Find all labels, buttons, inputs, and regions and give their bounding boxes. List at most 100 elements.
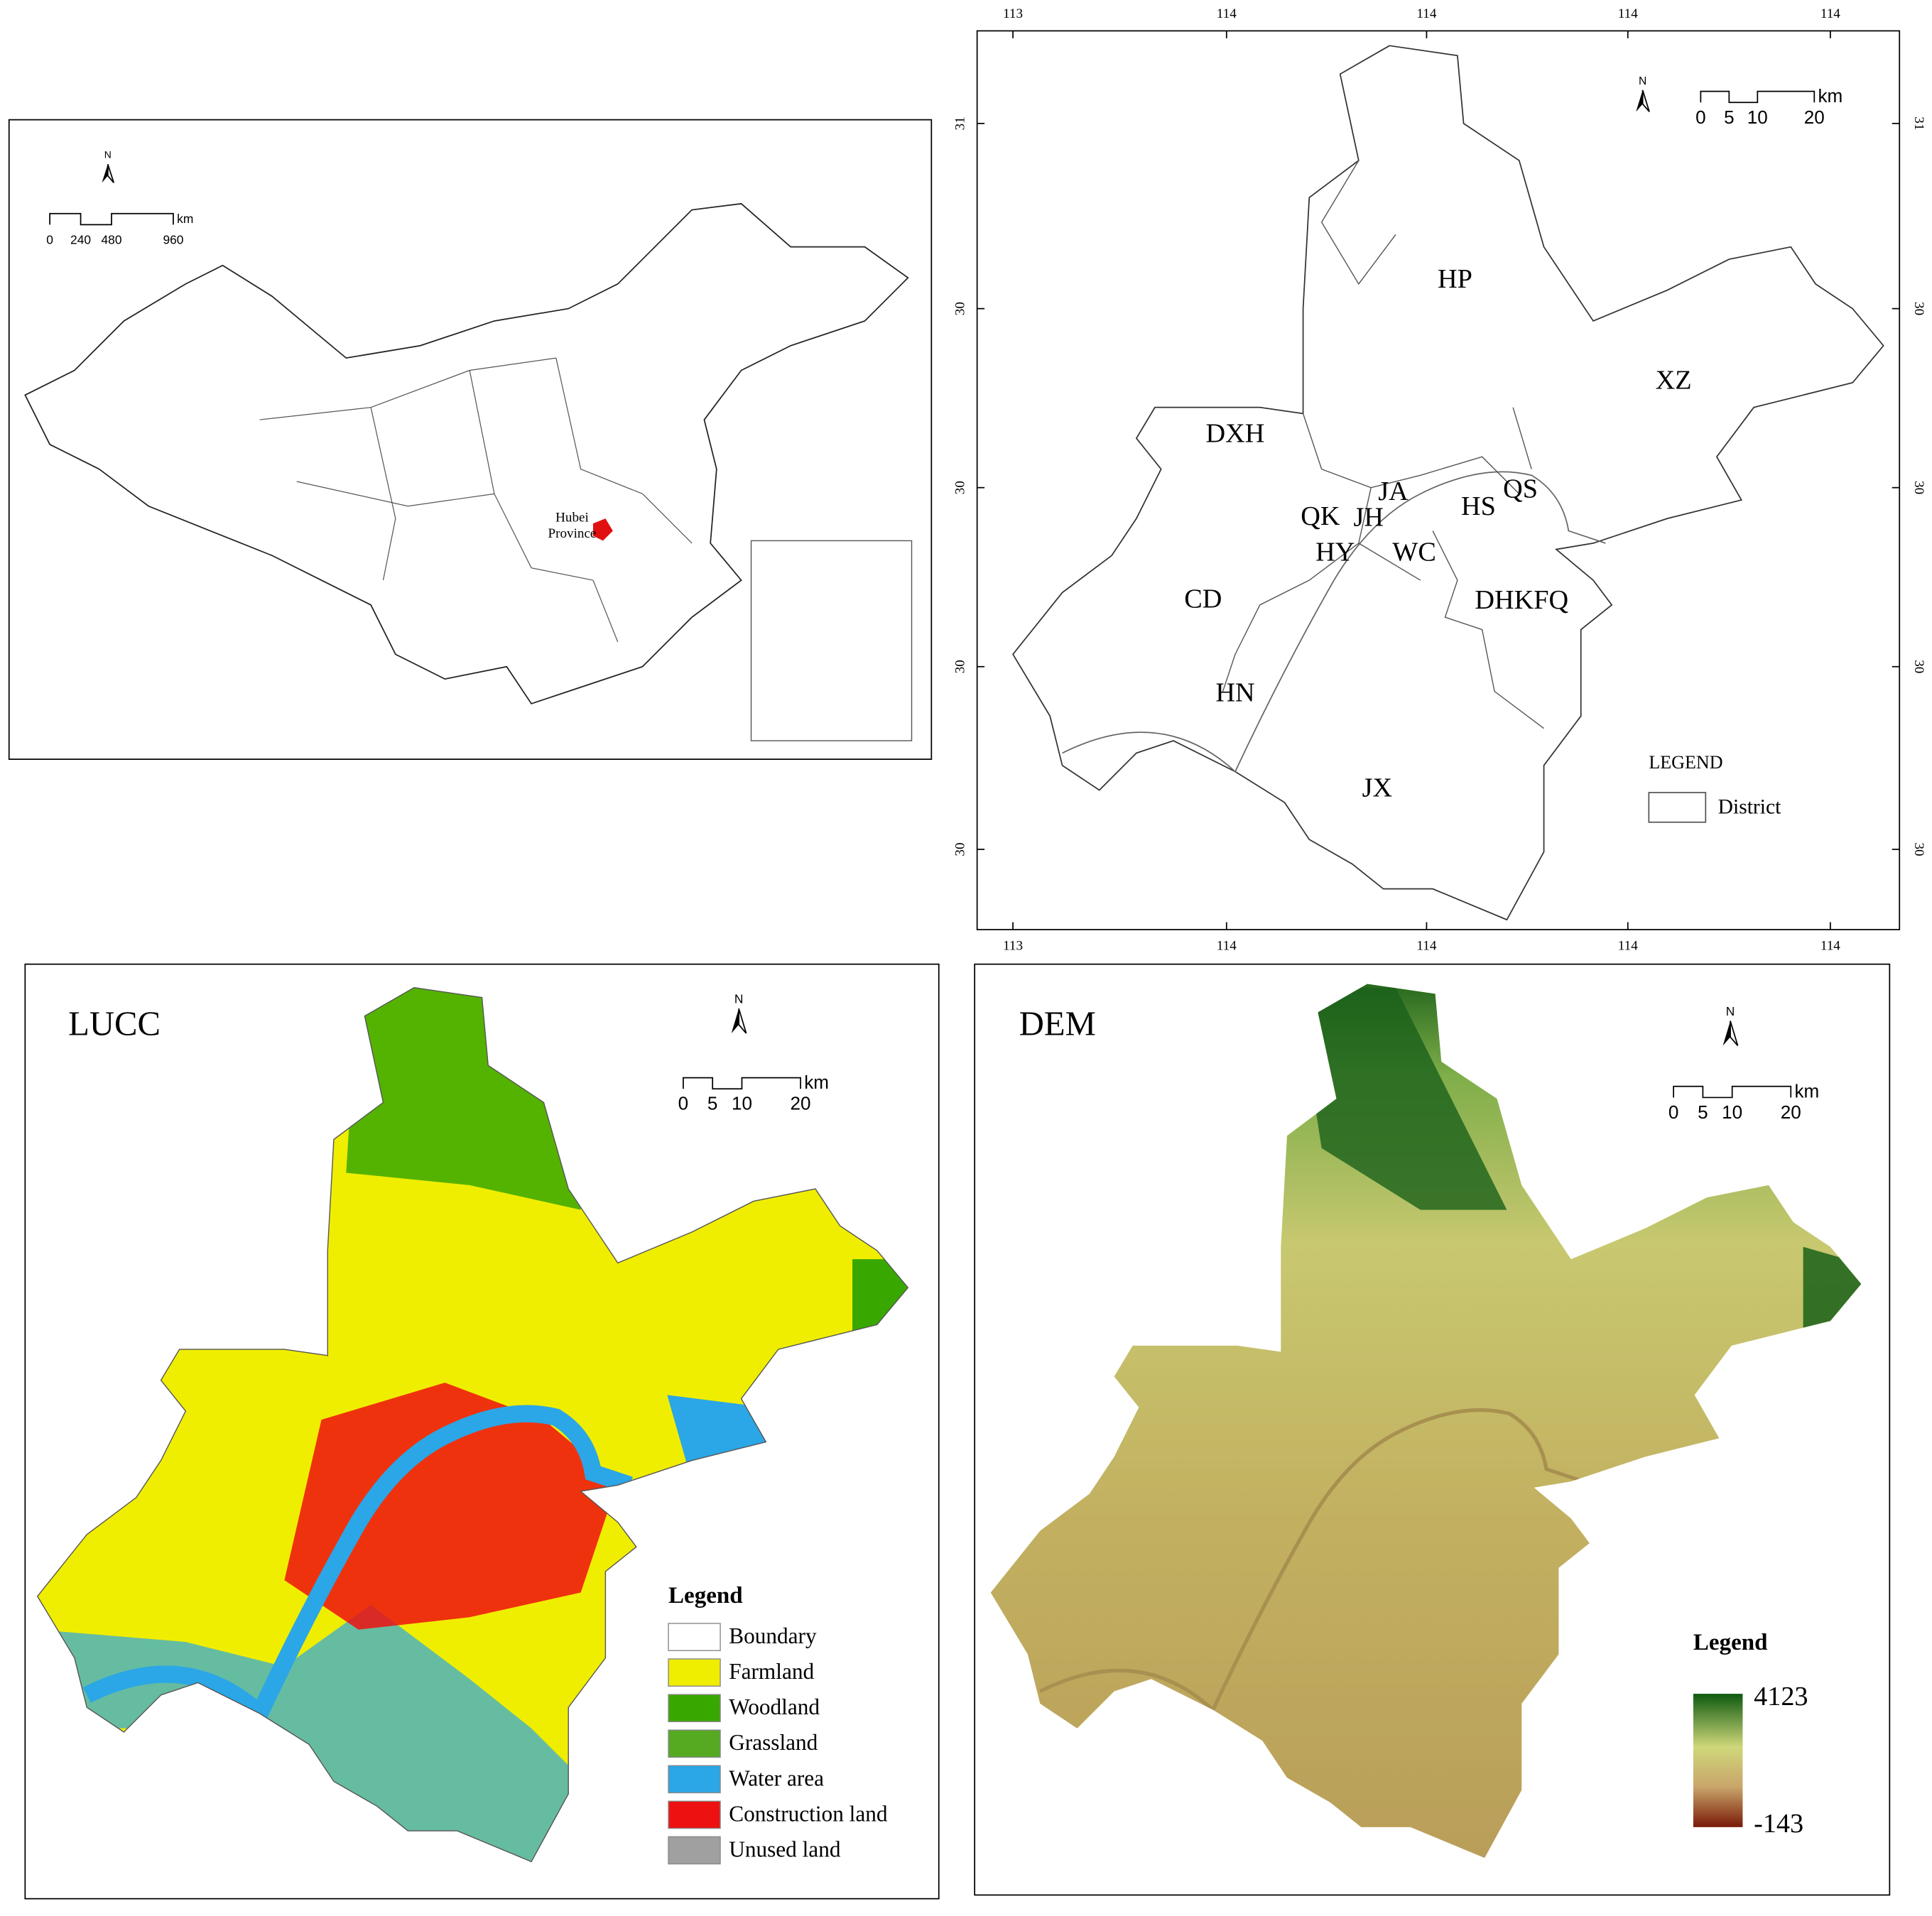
scale-label: 20: [1781, 1101, 1801, 1123]
legend-label: Water area: [729, 1765, 824, 1790]
province-borders: [259, 357, 693, 643]
dem-color-bar: [1693, 1694, 1743, 1827]
legend-title: LEGEND: [1649, 752, 1722, 773]
scale-label: 20: [791, 1093, 811, 1114]
lat-tick-label: 30: [1911, 481, 1926, 494]
north-label: N: [734, 992, 744, 1006]
scale-label: 0: [1695, 107, 1706, 128]
north-arrow: N: [102, 149, 114, 183]
district-label: JH: [1353, 503, 1384, 533]
scale-unit: km: [177, 212, 193, 226]
map-title: LUCC: [68, 1005, 161, 1043]
lat-tick-label: 30: [953, 481, 967, 494]
scale-label: 5: [707, 1093, 718, 1114]
district-borders: [1222, 160, 1544, 729]
district-label: CD: [1184, 584, 1222, 614]
north-label: N: [1639, 75, 1646, 87]
lat-tick-label: 30: [1911, 842, 1926, 856]
district-label: JA: [1378, 477, 1409, 506]
district-label: QS: [1503, 474, 1538, 504]
district-label: HY: [1315, 537, 1355, 567]
north-arrow-shape: [102, 164, 108, 183]
map-title: DEM: [1019, 1005, 1096, 1043]
scale-label: 0: [1668, 1101, 1679, 1123]
district-label: XZ: [1656, 366, 1692, 396]
lat-tick-label: 30: [953, 302, 967, 315]
legend-swatch: [668, 1800, 721, 1829]
scale-label: 0: [46, 233, 53, 247]
lon-tick-label: 113: [1003, 6, 1023, 21]
lon-tick-label: 114: [1820, 939, 1840, 954]
lon-tick-label: 114: [1820, 6, 1840, 21]
legend-swatch: [668, 1836, 721, 1865]
lat-tick-label: 31: [953, 116, 967, 130]
legend-swatch: [668, 1694, 721, 1723]
legend-min: -143: [1754, 1809, 1803, 1839]
district-label: HN: [1215, 678, 1254, 708]
scale-line: [683, 1077, 801, 1090]
legend-swatch: [668, 1658, 721, 1687]
lon-tick-label: 114: [1618, 939, 1638, 954]
lat-tick-label: 30: [953, 660, 967, 673]
scale-label: 20: [1804, 107, 1825, 128]
district-label: JX: [1362, 773, 1393, 802]
scale-unit: km: [804, 1072, 829, 1093]
lon-tick-label: 114: [1416, 6, 1436, 21]
hubei-highlight: [593, 518, 613, 541]
legend-title: Legend: [668, 1583, 743, 1609]
lat-tick-label: 30: [1911, 302, 1926, 315]
legend-label: Farmland: [729, 1659, 814, 1684]
north-arrow-shape: [107, 163, 114, 183]
scale-label: 0: [678, 1093, 689, 1114]
china-outline: [24, 202, 909, 704]
north-arrow-shape: [738, 1008, 747, 1034]
lat-tick-label: 31: [1911, 116, 1926, 130]
legend-label: Boundary: [729, 1623, 817, 1648]
lucc-layer: LUCC Legend Boundary Farmland Woodland Grassl…: [68, 1005, 888, 1865]
legend-label: District: [1718, 795, 1781, 818]
scale-label: 240: [70, 233, 91, 247]
district-layer: 113 113 114 114 114 114 114 114 114 114 31 31 30 30 30…: [953, 6, 1926, 953]
district-label: WC: [1392, 537, 1436, 567]
district-label: DHKFQ: [1475, 585, 1568, 615]
legend-label: Woodland: [729, 1694, 820, 1719]
lon-tick-label: 114: [1618, 6, 1638, 21]
scale-label: 10: [1722, 1101, 1742, 1123]
scale-unit: km: [1818, 85, 1843, 107]
lon-tick-label: 114: [1416, 939, 1436, 954]
north-arrow-shape: [1641, 89, 1650, 112]
lon-tick-label: 114: [1217, 6, 1237, 21]
district-label: HP: [1438, 264, 1472, 294]
lon-tick-label: 114: [1217, 939, 1237, 954]
legend-title: Legend: [1693, 1630, 1768, 1655]
scale-label: 10: [732, 1093, 752, 1114]
legend-swatch: [668, 1765, 721, 1794]
north-label: N: [1726, 1004, 1735, 1018]
scale-label: 5: [1698, 1101, 1708, 1123]
scale-unit: km: [1794, 1080, 1819, 1101]
scale-bar: 0 240 480 960 km: [46, 212, 193, 247]
legend-swatch: [668, 1729, 721, 1758]
legend-swatch: [1648, 792, 1707, 823]
legend-max: 4123: [1754, 1682, 1808, 1711]
lon-tick-label: 113: [1003, 939, 1023, 954]
legend-swatch: [668, 1623, 721, 1651]
south-sea-inset: [750, 540, 913, 741]
district-label: QK: [1301, 501, 1340, 531]
lat-tick-label: 30: [1911, 660, 1926, 673]
district-label: DXH: [1206, 418, 1265, 448]
legend-label: Construction land: [729, 1801, 888, 1826]
legend-label: Unused land: [729, 1836, 841, 1861]
scale-label: 5: [1724, 107, 1734, 128]
province-label: Province: [548, 526, 596, 541]
scale-label: 10: [1747, 107, 1768, 128]
district-label: HS: [1461, 491, 1496, 521]
dem-layer: DEM Legend 4123 -143: [1019, 1005, 1808, 1839]
north-label: N: [104, 149, 112, 160]
scale-line: [1700, 90, 1816, 104]
